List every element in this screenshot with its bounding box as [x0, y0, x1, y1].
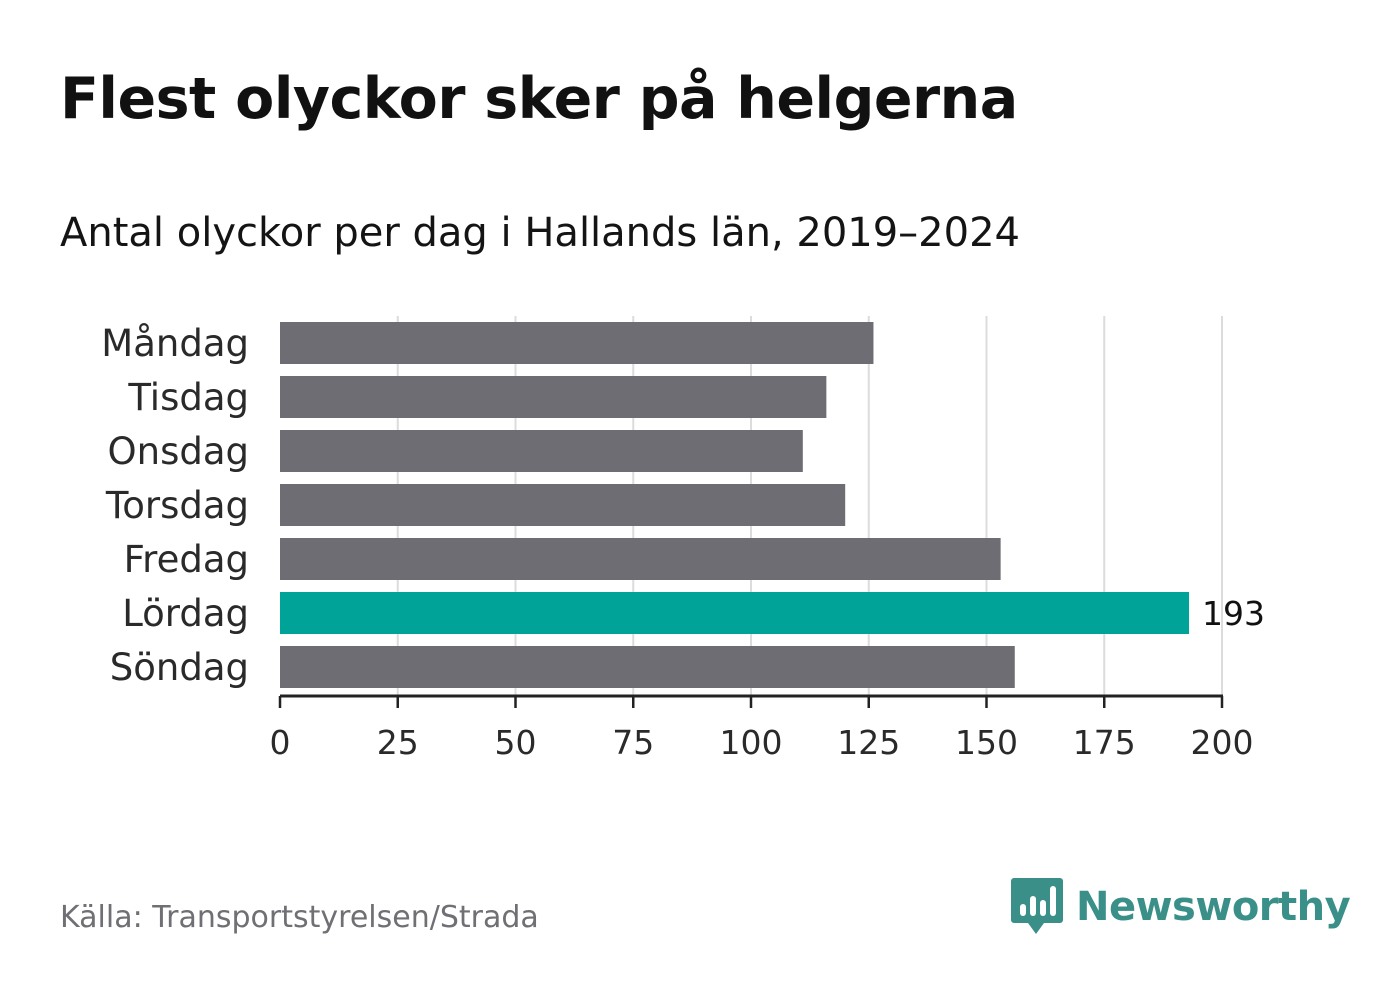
bar	[280, 538, 1001, 580]
brand-name: Newsworthy	[1076, 884, 1351, 930]
category-label: Fredag	[124, 538, 249, 581]
category-labels: Måndag Tisdag Onsdag Torsdag Fredag Lördag Sön…	[101, 322, 249, 689]
value-labels: 193	[1202, 594, 1265, 633]
x-tick-label: 125	[837, 723, 900, 762]
x-tick-label: 25	[377, 723, 419, 762]
x-tick-label: 100	[720, 723, 783, 762]
category-label: Måndag	[101, 322, 249, 365]
bar	[280, 376, 827, 418]
x-tick-label: 200	[1191, 723, 1254, 762]
bars	[280, 322, 1190, 688]
value-label: 193	[1202, 594, 1265, 633]
chart-subtitle: Antal olyckor per dag i Hallands län, 20…	[60, 210, 1020, 256]
x-tick-label: 0	[270, 723, 291, 762]
bar	[280, 646, 1015, 688]
category-label: Tisdag	[127, 376, 249, 419]
bar	[280, 484, 846, 526]
brand-logo: Newsworthy	[1010, 876, 1351, 938]
chart-title: Flest olyckor sker på helgerna	[60, 66, 1018, 132]
x-tick-label: 150	[955, 723, 1018, 762]
category-label: Onsdag	[108, 430, 250, 473]
category-label: Söndag	[110, 646, 249, 689]
x-tick-label: 50	[495, 723, 537, 762]
x-tick-label: 75	[612, 723, 654, 762]
category-label: Torsdag	[105, 484, 249, 527]
bar	[280, 322, 874, 364]
bar	[280, 592, 1190, 634]
bar	[280, 430, 803, 472]
x-tick-label: 175	[1073, 723, 1136, 762]
newsworthy-logo-icon	[1011, 878, 1063, 934]
category-label: Lördag	[122, 592, 249, 635]
x-axis: 0 25 50 75 100 125 150 175 200	[270, 694, 1254, 762]
source-note: Källa: Transportstyrelsen/Strada	[60, 900, 539, 935]
